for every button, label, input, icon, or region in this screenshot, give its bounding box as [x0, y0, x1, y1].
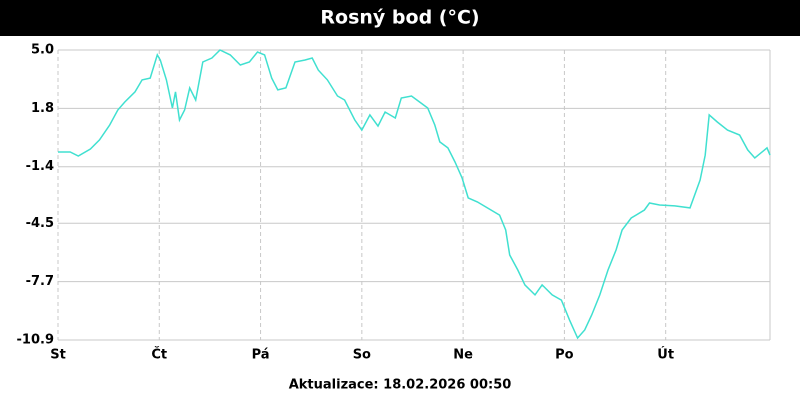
y-tick-label: -1.4: [26, 159, 54, 174]
x-tick-label: Ne: [453, 348, 473, 363]
chart-title: Rosný bod (°C): [320, 7, 479, 29]
x-tick-label: Po: [555, 348, 574, 363]
y-tick-label: -4.5: [26, 216, 54, 231]
x-tick-label: St: [50, 348, 66, 363]
x-tick-label: So: [353, 348, 371, 363]
data-line: [58, 49, 771, 340]
footer: Aktualizace: 18.02.2026 00:50: [289, 378, 512, 393]
y-tick-label: 1.8: [31, 101, 54, 116]
x-tick-label: Čt: [151, 347, 167, 363]
y-tick-label: 5.0: [31, 43, 54, 58]
x-tick-label: Pá: [252, 348, 270, 363]
header-bar: [0, 0, 800, 36]
y-tick-label: -10.9: [17, 333, 54, 348]
x-tick-label: Út: [657, 347, 674, 363]
y-tick-label: -7.7: [26, 274, 54, 289]
